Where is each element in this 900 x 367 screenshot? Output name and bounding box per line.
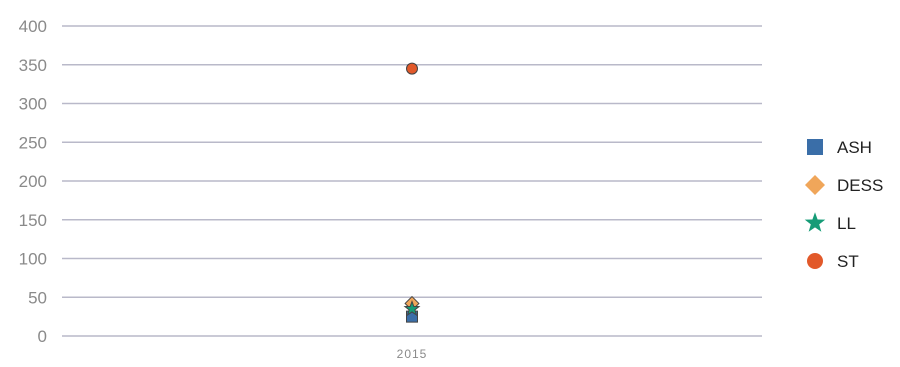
y-tick-label: 300 — [19, 95, 47, 114]
y-tick-label: 350 — [19, 56, 47, 75]
legend-label: DESS — [837, 176, 883, 195]
y-tick-label: 0 — [38, 327, 47, 346]
legend-item-st: ST — [807, 252, 859, 271]
legend-marker-ll — [804, 212, 826, 232]
y-tick-label: 100 — [19, 250, 47, 269]
legend-label: ASH — [837, 138, 872, 157]
legend: ASH DESS LL ST — [804, 138, 883, 271]
data-point-ll — [403, 299, 421, 317]
x-tick-label: 2015 — [397, 347, 428, 361]
legend-label: LL — [837, 214, 856, 233]
legend-marker-dess — [805, 175, 825, 195]
legend-item-ash: ASH — [807, 138, 872, 157]
gridlines — [62, 25, 762, 337]
legend-marker-ash — [807, 139, 823, 155]
y-axis-ticks: 0 50 100 150 200 250 300 350 400 — [19, 17, 47, 346]
x-axis-ticks: 2015 — [397, 347, 428, 361]
legend-item-dess: DESS — [805, 175, 883, 195]
y-tick-label: 150 — [19, 211, 47, 230]
y-tick-label: 200 — [19, 172, 47, 191]
legend-label: ST — [837, 252, 859, 271]
y-tick-label: 50 — [28, 288, 47, 307]
legend-marker-st — [807, 253, 823, 269]
y-tick-label: 250 — [19, 133, 47, 152]
legend-item-ll: LL — [804, 212, 856, 233]
y-tick-label: 400 — [19, 17, 47, 36]
data-point-st — [406, 62, 418, 75]
data-points — [403, 62, 421, 323]
